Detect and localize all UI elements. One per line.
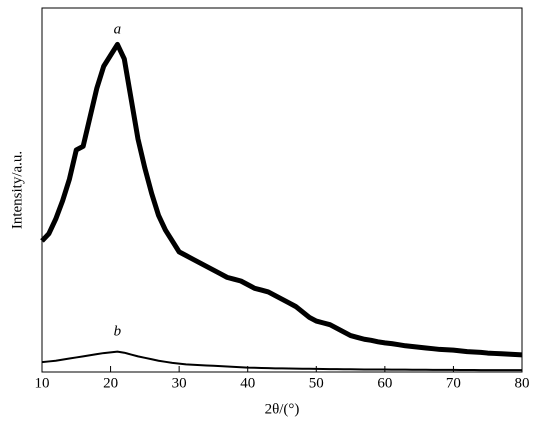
plot-frame — [41, 7, 523, 373]
x-tick-label: 10 — [35, 375, 50, 391]
line-series — [41, 350, 522, 372]
x-axis-label: 2θ/(°) — [265, 401, 300, 417]
x-tick-label: 80 — [515, 375, 530, 391]
x-tick-label: 20 — [103, 375, 118, 391]
line-series — [40, 41, 523, 358]
x-tick-label: 40 — [240, 375, 255, 391]
x-tick-label: 30 — [172, 375, 187, 391]
annotation: a — [114, 21, 122, 37]
annotation: b — [114, 323, 122, 339]
x-tick-label: 70 — [446, 375, 461, 391]
x-tick-label: 60 — [377, 375, 392, 391]
y-axis-label: Intensity/a.u. — [9, 151, 25, 229]
x-tick-label: 50 — [309, 375, 324, 391]
